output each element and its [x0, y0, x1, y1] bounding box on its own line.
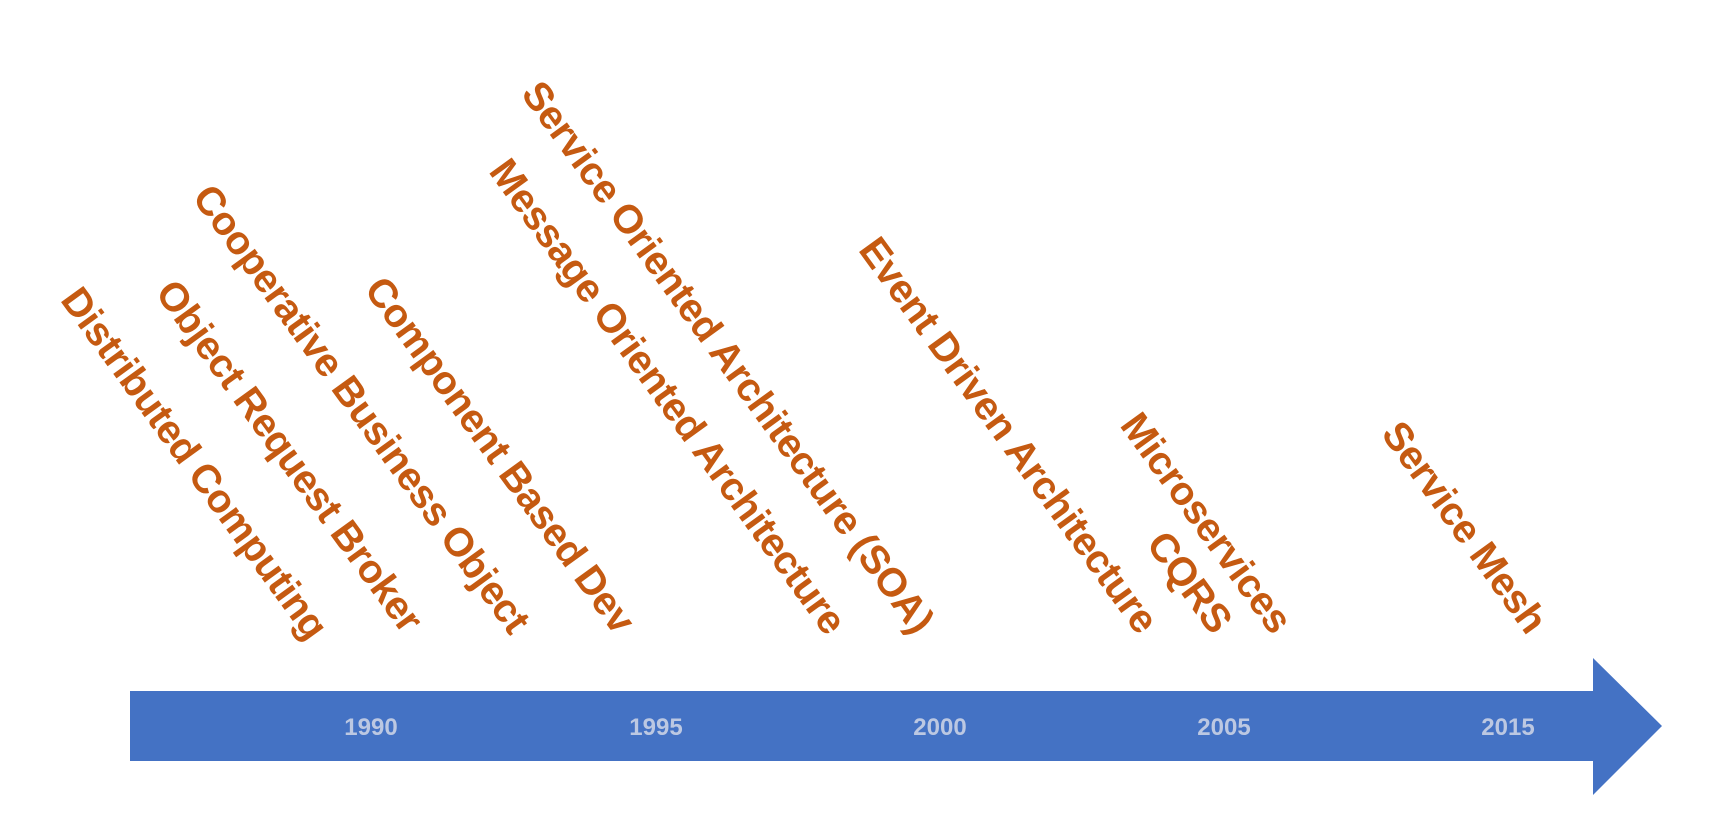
timeline-arrow [130, 658, 1662, 795]
year-label-1995: 1995 [629, 714, 682, 741]
year-label-2000: 2000 [913, 714, 966, 741]
year-label-2015: 2015 [1481, 714, 1534, 741]
year-label-1990: 1990 [344, 714, 397, 741]
era-label-service-mesh: Service Mesh [1373, 413, 1555, 641]
era-label-message-oriented-architecture: Message Oriented Architecture [481, 151, 855, 642]
year-label-2005: 2005 [1197, 714, 1250, 741]
